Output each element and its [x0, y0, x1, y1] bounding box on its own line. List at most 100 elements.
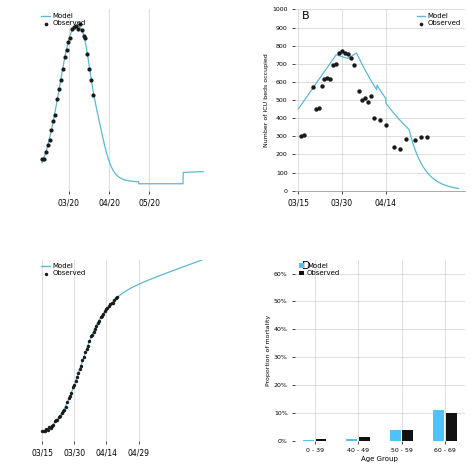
Point — [90, 328, 97, 336]
Point — [61, 54, 68, 61]
Bar — [433, 410, 444, 441]
Point — [356, 87, 363, 95]
Point — [38, 427, 46, 435]
Point — [40, 428, 47, 435]
Point — [94, 319, 101, 327]
Point — [68, 389, 75, 397]
Text: D: D — [302, 261, 310, 272]
Point — [53, 95, 61, 102]
Point — [73, 374, 81, 381]
Point — [58, 409, 65, 417]
Point — [344, 50, 352, 58]
Point — [68, 25, 76, 33]
Legend: Model, Observed: Model, Observed — [41, 13, 86, 27]
Text: B: B — [302, 11, 310, 21]
Point — [55, 85, 63, 92]
Point — [113, 293, 121, 301]
Point — [70, 381, 78, 389]
Point — [320, 75, 328, 83]
Point — [112, 294, 119, 302]
Point — [87, 333, 95, 340]
Point — [66, 392, 74, 400]
Point — [309, 83, 317, 91]
Point — [77, 362, 85, 370]
Point — [102, 305, 110, 313]
Legend: Model, Observed: Model, Observed — [299, 263, 340, 276]
Point — [82, 348, 89, 356]
Point — [297, 133, 305, 140]
Point — [83, 50, 91, 57]
Point — [40, 155, 47, 163]
Point — [89, 91, 97, 99]
Point — [107, 301, 114, 308]
Point — [362, 94, 369, 102]
Bar — [359, 438, 370, 441]
Point — [312, 105, 319, 113]
Point — [76, 365, 83, 373]
Point — [74, 370, 82, 377]
Point — [61, 406, 68, 413]
Point — [47, 127, 55, 134]
Point — [91, 325, 99, 333]
Point — [44, 141, 51, 149]
Point — [110, 296, 118, 303]
Point — [70, 23, 78, 31]
Point — [324, 74, 331, 82]
Point — [47, 424, 55, 432]
Point — [109, 299, 117, 307]
Point — [105, 302, 113, 310]
Point — [327, 75, 334, 83]
Point — [92, 322, 100, 330]
Point — [332, 60, 340, 68]
Point — [108, 300, 116, 307]
Point — [43, 425, 50, 432]
Bar — [316, 439, 327, 441]
Point — [411, 136, 419, 144]
Point — [44, 426, 52, 434]
Point — [63, 46, 70, 54]
Bar — [446, 413, 457, 441]
Point — [341, 49, 349, 57]
Point — [85, 65, 93, 73]
Point — [350, 61, 357, 69]
Point — [104, 305, 111, 312]
Point — [42, 149, 49, 156]
Point — [391, 144, 398, 151]
Point — [55, 413, 63, 420]
Bar — [390, 429, 401, 441]
Point — [82, 35, 89, 42]
Point — [98, 312, 106, 319]
Point — [365, 98, 372, 106]
Point — [89, 331, 96, 338]
Point — [46, 423, 53, 431]
Point — [423, 134, 430, 141]
Point — [64, 38, 72, 46]
Point — [48, 422, 56, 429]
Point — [100, 310, 107, 317]
Point — [69, 383, 77, 391]
Point — [101, 307, 109, 314]
Bar — [303, 440, 314, 441]
Point — [57, 76, 64, 84]
Point — [86, 337, 93, 345]
Point — [49, 421, 57, 429]
Point — [376, 116, 383, 124]
Point — [74, 26, 82, 33]
Point — [76, 20, 83, 28]
Legend: Model, Observed: Model, Observed — [41, 263, 86, 276]
Point — [62, 403, 70, 410]
Point — [66, 34, 74, 42]
Point — [80, 353, 88, 361]
Point — [315, 104, 322, 112]
Legend: Model, Observed: Model, Observed — [417, 13, 461, 27]
Point — [51, 111, 59, 118]
Point — [97, 313, 104, 320]
Point — [54, 416, 61, 423]
Point — [56, 412, 64, 419]
Point — [59, 408, 67, 415]
Point — [382, 122, 390, 129]
Point — [52, 416, 60, 423]
Point — [300, 131, 308, 138]
Point — [318, 82, 325, 90]
Point — [87, 76, 95, 83]
